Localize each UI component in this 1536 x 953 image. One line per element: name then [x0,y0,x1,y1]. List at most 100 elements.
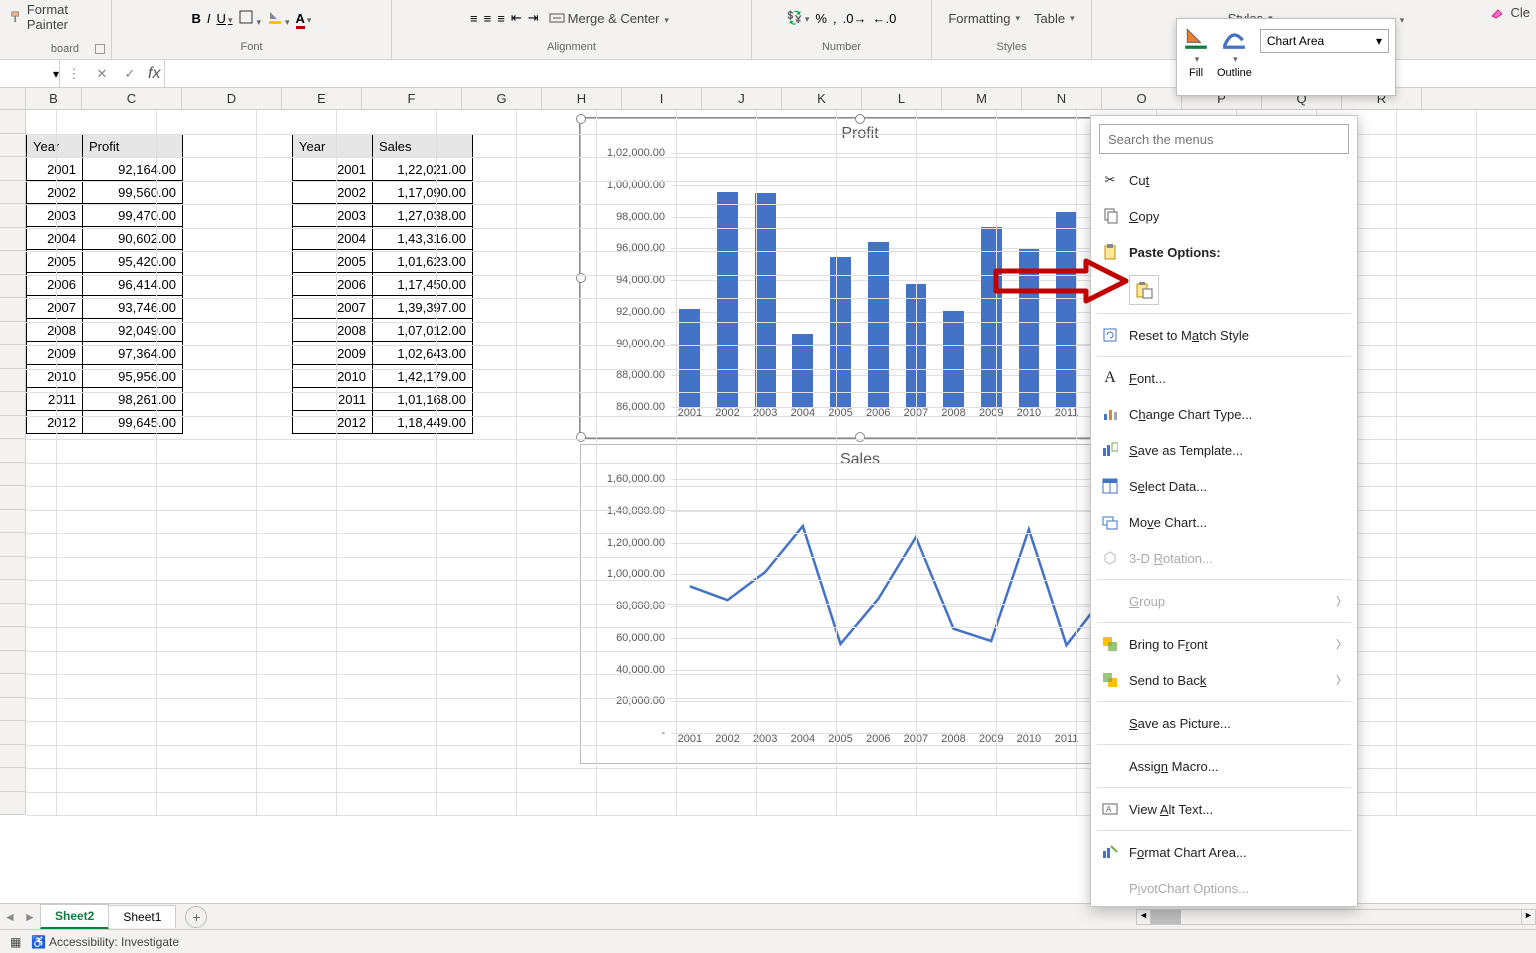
font-group-label: Font [240,41,262,53]
chart-mini-toolbar: Fill Outline Chart Area▾ [1176,18,1396,96]
alignment-group-label: Alignment [547,41,596,53]
border-button[interactable] [238,9,261,28]
styles-group-label: Styles [997,41,1027,53]
ctx-move-chart[interactable]: Move Chart... [1091,504,1357,540]
sheet-tab-sheet1[interactable]: Sheet1 [108,905,176,928]
context-menu-search[interactable] [1099,124,1349,154]
ctx-reset-style[interactable]: Reset to Match Style [1091,317,1357,353]
bold-button[interactable]: B [192,11,201,26]
ctx-format-chart-area[interactable]: Format Chart Area... [1091,834,1357,870]
fill-icon [1183,25,1209,51]
status-bar: ▦ ♿ Accessibility: Investigate [0,929,1536,953]
percent-button[interactable]: % [815,11,827,26]
clipboard-icon [1101,243,1119,261]
accessibility-checker[interactable]: ♿ Accessibility: Investigate [31,935,179,949]
tab-nav-prev[interactable]: ◄ [0,910,20,924]
eraser-icon [1490,4,1506,20]
shape-outline-button[interactable]: Outline [1217,25,1252,79]
ctx-group: Group〉 [1091,583,1357,619]
merge-center-button[interactable]: Merge & Center [545,8,673,28]
ctx-bring-to-front[interactable]: Bring to Front〉 [1091,626,1357,662]
accounting-format-icon[interactable]: 💱 [787,10,810,26]
svg-text:A: A [1106,805,1112,814]
ctx-save-template[interactable]: Save as Template... [1091,432,1357,468]
alt-text-icon: A [1101,800,1119,818]
italic-button[interactable]: I [207,11,211,26]
underline-button[interactable]: U [217,11,233,26]
ctx-pivotchart-options: PivotChart Options... [1091,870,1357,906]
indent-dec-icon[interactable]: ⇤ [511,10,522,26]
profit-x-axis: 2001200220032004200520062007200820092010… [671,407,1123,429]
paste-use-destination-theme[interactable] [1129,275,1159,305]
format-painter-label: Format Painter [27,2,101,32]
font-color-button[interactable]: A [296,11,312,26]
conditional-formatting-button[interactable]: Formatting [944,9,1024,28]
indent-inc-icon[interactable]: ⇥ [528,10,539,26]
font-a-icon: A [1101,369,1119,387]
profit-chart[interactable]: Profit 1,02,000.001,00,000.0098,000.0096… [580,118,1140,438]
reset-icon [1101,326,1119,344]
align-mid-icon[interactable]: ≡ [484,11,492,26]
resize-handle-s[interactable] [855,432,865,442]
number-group-label: Number [822,41,861,53]
sales-line [671,479,1123,848]
sales-chart-title: Sales [581,445,1139,471]
format-painter-button[interactable]: Format Painter [6,0,105,34]
fx-icon[interactable]: fx [144,65,164,83]
select-data-icon [1101,477,1119,495]
copy-icon [1101,207,1119,225]
dropdown-indicator[interactable]: ⋮ [60,66,88,82]
scissors-icon: ✂ [1101,171,1119,189]
ctx-save-as-picture[interactable]: Save as Picture... [1091,705,1357,741]
clipboard-group-label: board [51,43,79,55]
inc-decimal-icon[interactable]: .0→ [843,11,867,26]
ctx-send-to-back[interactable]: Send to Back〉 [1091,662,1357,698]
add-sheet-button[interactable]: + [185,906,207,928]
row-headers[interactable] [0,110,26,815]
clear-button[interactable]: Cle [1490,4,1530,20]
resize-handle-nw[interactable] [576,114,586,124]
paintbrush-icon [10,9,24,25]
dec-decimal-icon[interactable]: ←.0 [872,11,896,26]
ctx-3d-rotation: 3-D Rotation... [1091,540,1357,576]
cube-icon [1101,549,1119,567]
move-chart-icon [1101,513,1119,531]
chart-context-menu: ✂Cut Copy Paste Options: Reset to Match … [1090,115,1358,907]
save-template-icon [1101,441,1119,459]
shape-fill-button[interactable]: Fill [1183,25,1209,79]
sheet-tab-sheet2[interactable]: Sheet2 [40,904,109,929]
ctx-select-data[interactable]: Select Data... [1091,468,1357,504]
ctx-view-alt-text[interactable]: AView Alt Text... [1091,791,1357,827]
send-back-icon [1101,671,1119,689]
ctx-cut[interactable]: ✂Cut [1091,162,1357,198]
resize-handle-n[interactable] [855,114,865,124]
format-as-table-button[interactable]: Table [1030,9,1079,28]
align-top-icon[interactable]: ≡ [470,11,478,26]
ctx-paste-option-row [1091,270,1357,310]
sales-table: YearSales20011,22,021.0020021,17,090.002… [292,134,473,434]
ctx-assign-macro[interactable]: Assign Macro... [1091,748,1357,784]
enter-formula-button[interactable]: ✓ [116,66,144,82]
align-bot-icon[interactable]: ≡ [497,11,505,26]
fill-color-button[interactable] [267,9,290,28]
profit-table: YearProfit200192,164.00200299,560.002003… [26,134,183,434]
format-area-icon [1101,843,1119,861]
ctx-change-chart-type[interactable]: Change Chart Type... [1091,396,1357,432]
cell-mode-indicator: ▦ [10,935,21,949]
resize-handle-sw[interactable] [576,432,586,442]
chart-element-selector[interactable]: Chart Area▾ [1260,29,1389,53]
ctx-copy[interactable]: Copy [1091,198,1357,234]
paste-option-icon [1135,281,1153,299]
name-box[interactable]: ▾ [0,60,60,87]
cancel-formula-button[interactable]: ✕ [88,66,116,82]
tab-nav-next[interactable]: ► [20,910,40,924]
bring-front-icon [1101,635,1119,653]
ctx-paste-options: Paste Options: [1091,234,1357,270]
sales-y-axis: 1,60,000.001,40,000.001,20,000.001,00,00… [589,479,671,733]
comma-button[interactable]: , [833,11,837,26]
horizontal-scrollbar[interactable]: ◄► [1136,909,1536,925]
ctx-font[interactable]: AFont... [1091,360,1357,396]
chart-type-icon [1101,405,1119,423]
outline-icon [1221,25,1247,51]
format-dropdown[interactable] [1398,11,1405,26]
